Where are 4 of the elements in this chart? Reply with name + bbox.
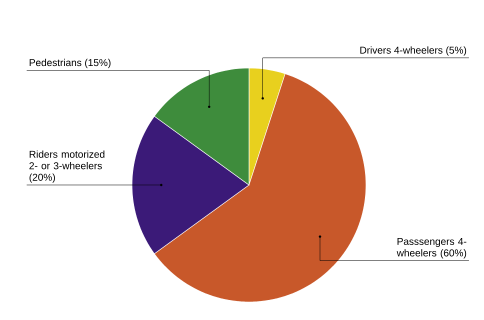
slice-label: Pedestrians (15%) [30, 58, 111, 68]
slice-label: Passsengers 4-wheelers (60%) [396, 238, 466, 258]
slice-label: Drivers 4-wheelers (5%) [360, 46, 466, 56]
slice-label: Riders motorized 2- or 3-wheelers (20%) [29, 150, 104, 183]
